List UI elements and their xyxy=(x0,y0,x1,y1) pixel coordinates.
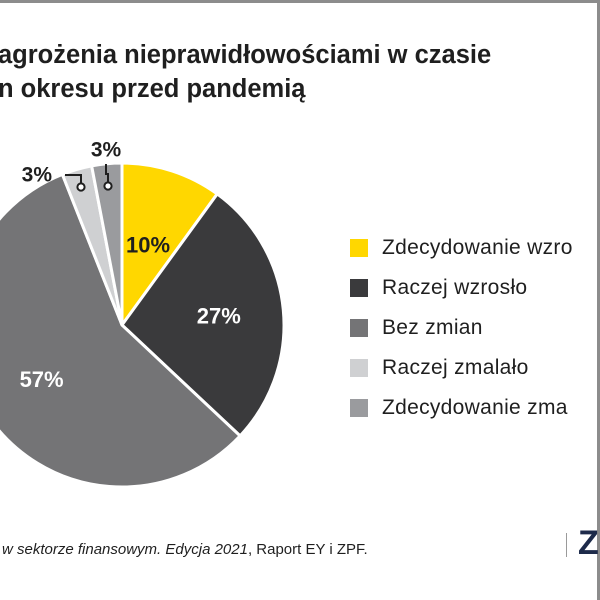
legend-swatch xyxy=(350,359,368,377)
callout-dot xyxy=(76,182,86,192)
callout-dot xyxy=(103,181,113,191)
brand-logo: Z xyxy=(578,524,599,562)
chart-title: agrożenia nieprawidłowościami w czasie n… xyxy=(0,38,600,106)
legend-swatch xyxy=(350,239,368,257)
logo-divider xyxy=(566,533,567,557)
right-divider xyxy=(597,0,600,600)
slice-value-label: 3% xyxy=(22,164,53,187)
legend-swatch xyxy=(350,399,368,417)
legend-item: Raczej wzrosło xyxy=(350,268,573,308)
legend-item: Bez zmian xyxy=(350,308,573,348)
pie-slice xyxy=(120,192,286,438)
chart-title-line-1: agrożenia nieprawidłowościami w czasie xyxy=(0,41,492,69)
source-note: w sektorze finansowym. Edycja 2021, Rapo… xyxy=(2,541,368,558)
legend-label: Raczej wzrosło xyxy=(382,276,528,299)
source-publisher: , Raport EY i ZPF. xyxy=(247,541,368,558)
callout-leader-line xyxy=(65,174,82,183)
legend-swatch xyxy=(350,319,368,337)
top-divider xyxy=(0,0,600,3)
legend-label: Zdecydowanie zma xyxy=(382,396,568,419)
slice-value-label: 27% xyxy=(197,303,241,328)
legend-item: Raczej zmalało xyxy=(350,348,573,388)
legend-item: Zdecydowanie zma xyxy=(350,388,573,428)
chart-title-line-2: n okresu przed pandemią xyxy=(0,75,306,103)
legend-swatch xyxy=(350,279,368,297)
legend-label: Zdecydowanie wzro xyxy=(382,236,573,259)
slice-value-label: 10% xyxy=(126,232,170,257)
pie-slice xyxy=(120,161,219,327)
callout-leader-line xyxy=(105,164,109,182)
pie-slice xyxy=(90,161,124,327)
slice-value-label: 57% xyxy=(20,367,64,392)
source-title: w sektorze finansowym. Edycja 2021 xyxy=(2,541,248,558)
chart-legend: Zdecydowanie wzro Raczej wzrosło Bez zmi… xyxy=(350,228,573,428)
legend-item: Zdecydowanie wzro xyxy=(350,228,573,268)
pie-slice xyxy=(0,172,242,489)
legend-label: Raczej zmalało xyxy=(382,356,529,379)
slice-value-label: 3% xyxy=(91,139,122,162)
legend-label: Bez zmian xyxy=(382,316,483,339)
